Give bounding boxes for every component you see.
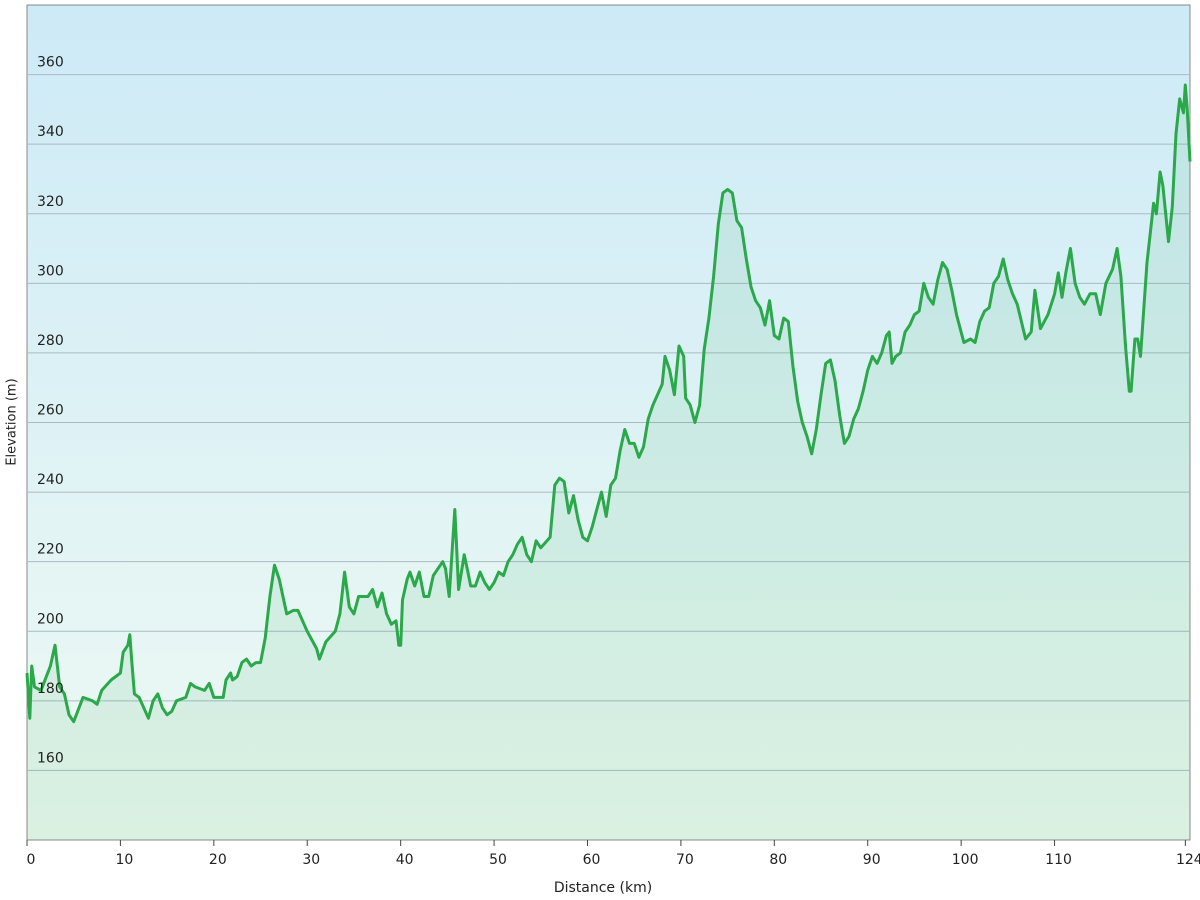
x-tick-label: 50 bbox=[489, 852, 507, 868]
x-tick-label: 0 bbox=[27, 852, 36, 868]
x-tick-label: 80 bbox=[769, 852, 787, 868]
y-tick-label: 260 bbox=[37, 403, 64, 419]
x-tick-label: 40 bbox=[396, 852, 414, 868]
y-tick-label: 280 bbox=[37, 333, 64, 349]
y-tick-label: 200 bbox=[37, 611, 64, 627]
y-tick-label: 340 bbox=[37, 124, 64, 140]
x-tick-label: 110 bbox=[1045, 852, 1072, 868]
x-tick-label: 90 bbox=[863, 852, 881, 868]
x-tick-label: 100 bbox=[952, 852, 979, 868]
x-tick-label: 124 bbox=[1176, 852, 1200, 868]
y-axis-title: Elevation (m) bbox=[5, 378, 20, 465]
y-tick-label: 320 bbox=[37, 194, 64, 210]
area bbox=[27, 85, 1190, 840]
x-tick-label: 30 bbox=[302, 852, 320, 868]
y-tick-label: 360 bbox=[37, 55, 64, 71]
x-axis-title: Distance (km) bbox=[554, 880, 652, 896]
y-tick-label: 180 bbox=[37, 681, 64, 697]
x-tick-label: 10 bbox=[115, 852, 133, 868]
x-tick-label: 70 bbox=[676, 852, 694, 868]
x-tick-label: 60 bbox=[583, 852, 601, 868]
x-tick-label: 20 bbox=[209, 852, 227, 868]
elevation-line bbox=[25, 83, 1192, 724]
y-tick-label: 160 bbox=[37, 750, 64, 766]
y-tick-label: 240 bbox=[37, 472, 64, 488]
y-tick-label: 300 bbox=[37, 263, 64, 279]
y-tick-label: 220 bbox=[37, 542, 64, 558]
